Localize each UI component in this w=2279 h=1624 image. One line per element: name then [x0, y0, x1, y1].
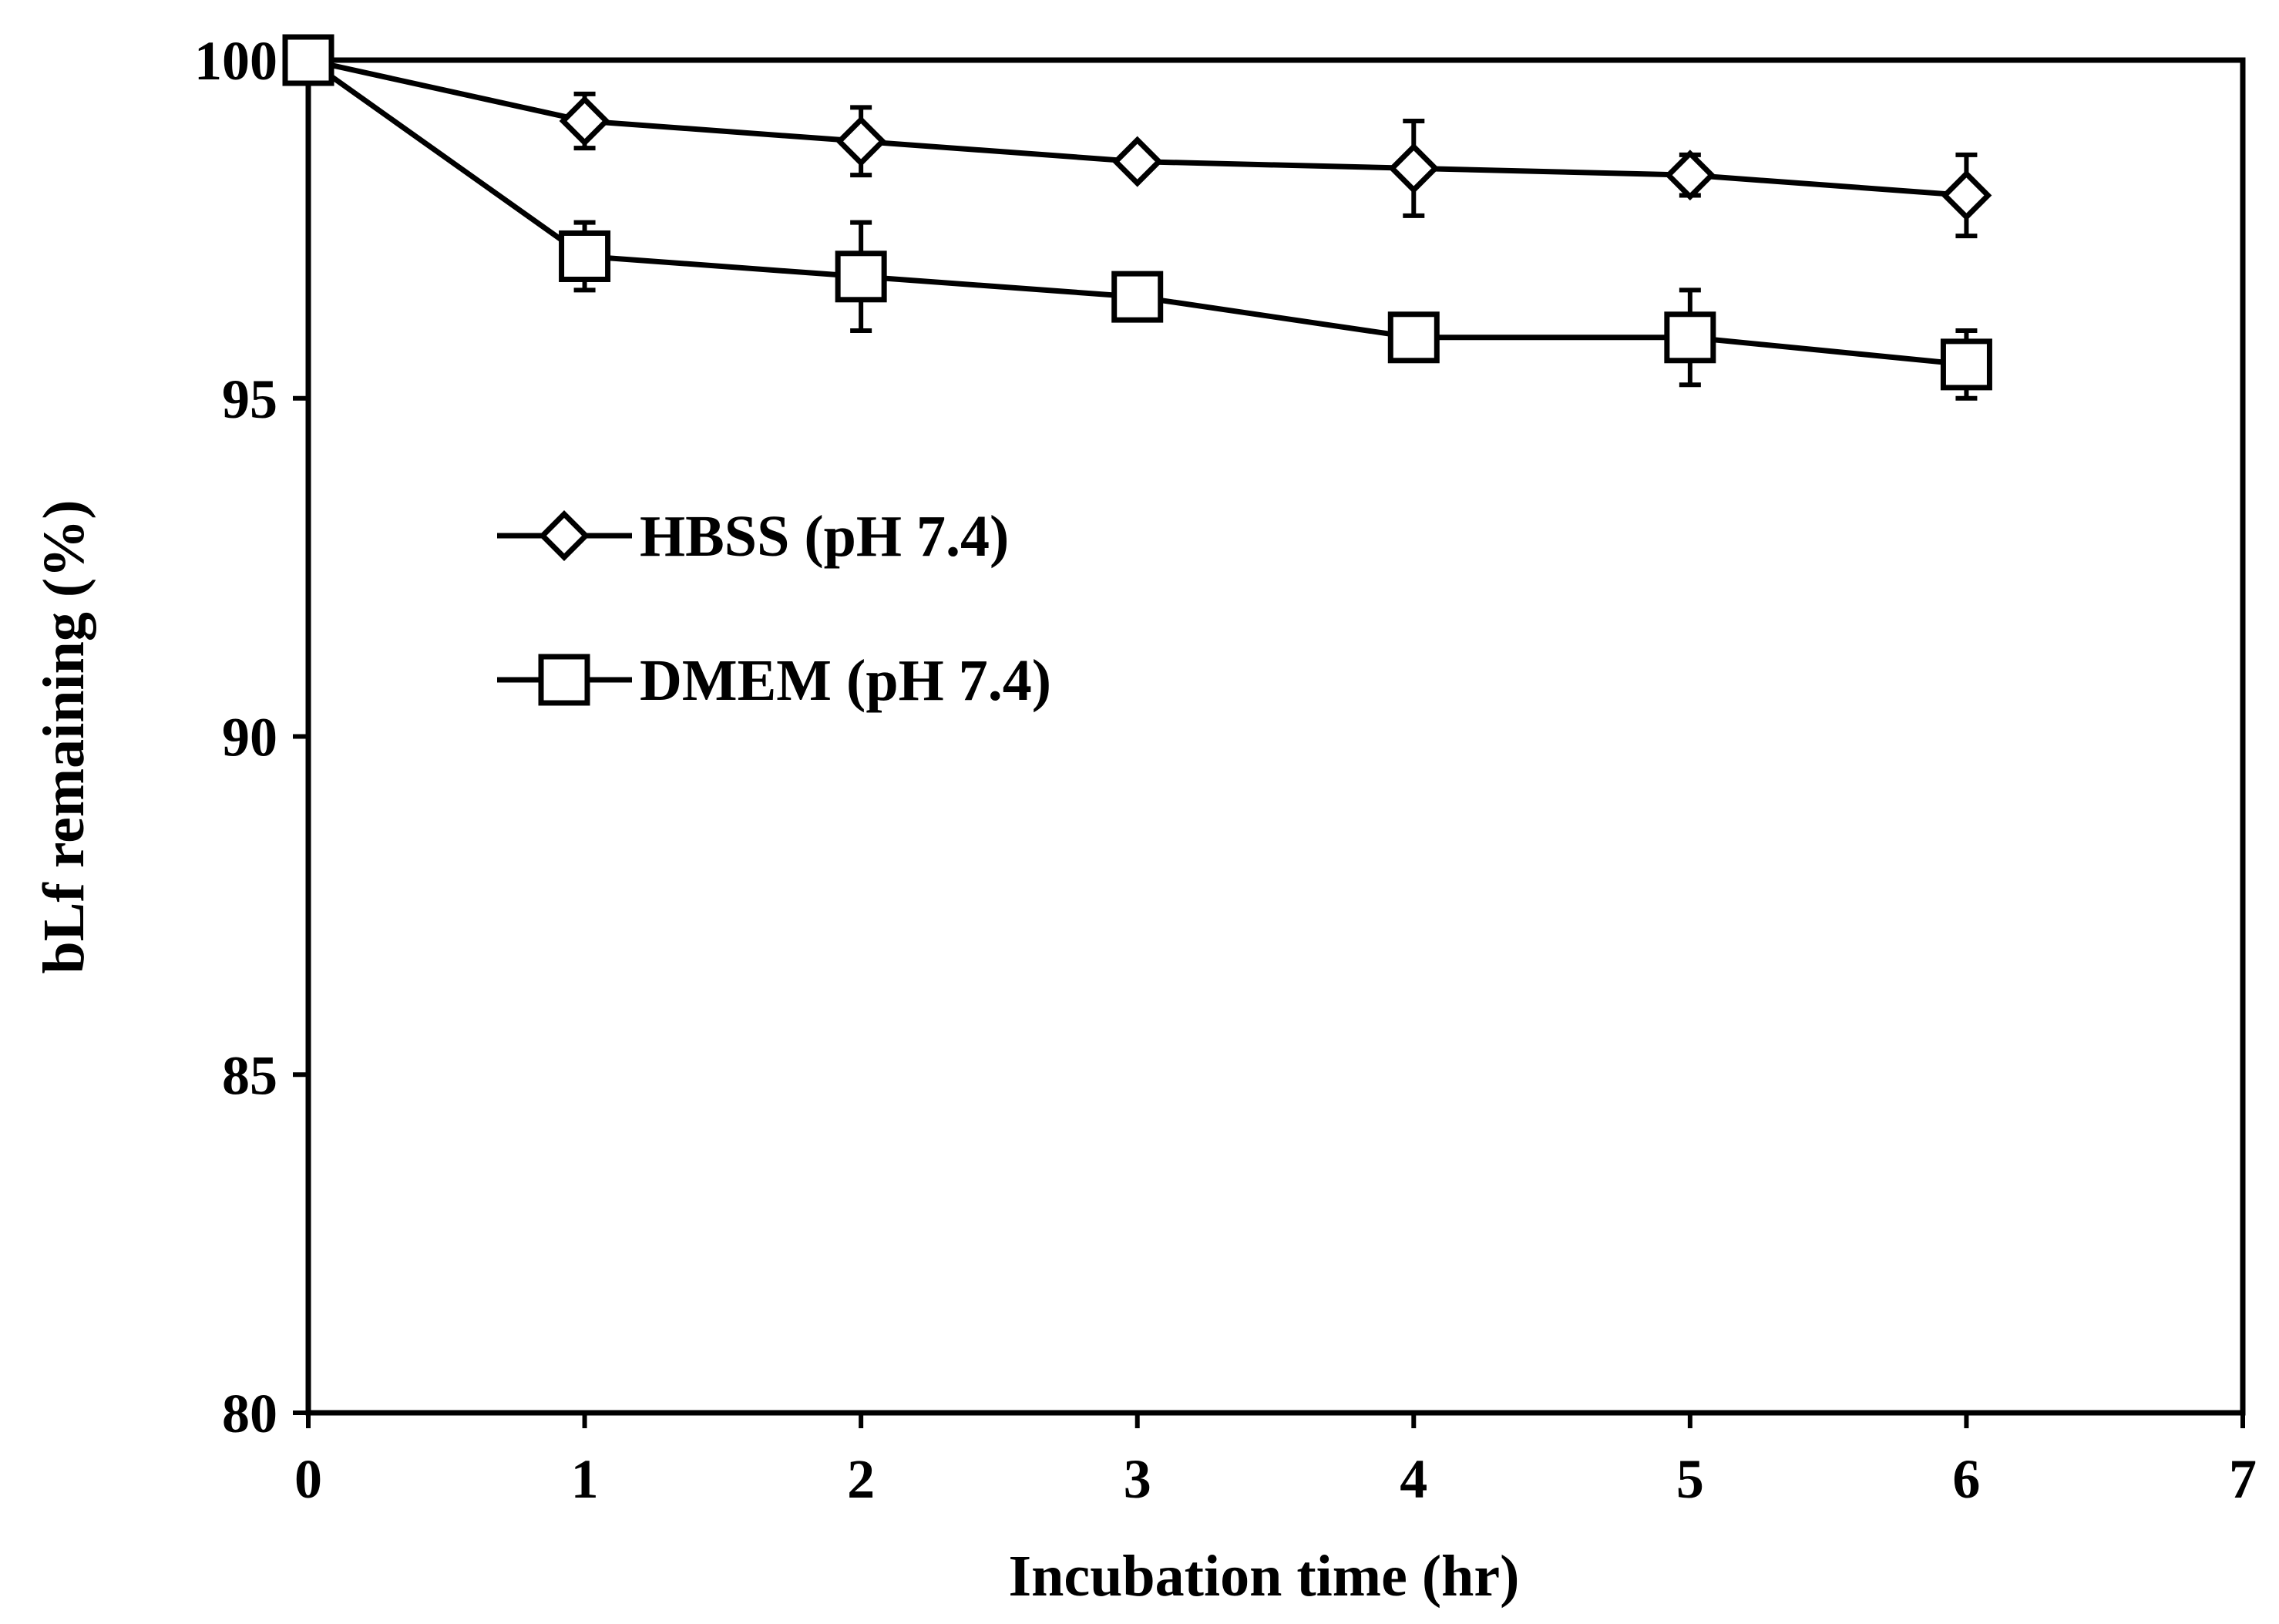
data-point [559, 230, 611, 282]
y-axis-ticks: 80 85 90 95 100 [194, 30, 308, 1444]
y-tick-label: 95 [222, 368, 277, 430]
data-point [1388, 143, 1440, 194]
data-point [1941, 170, 1992, 221]
data-point [1387, 311, 1440, 364]
legend: HBSS (pH 7.4) DMEM (pH 7.4) [497, 504, 1051, 713]
data-point [1111, 271, 1164, 323]
y-tick-label: 85 [222, 1044, 277, 1106]
legend-label: HBSS (pH 7.4) [640, 504, 1009, 569]
legend-item-1: HBSS (pH 7.4) [497, 504, 1009, 569]
x-tick-label: 5 [1676, 1448, 1704, 1510]
data-point [282, 34, 334, 86]
data-point [835, 116, 887, 167]
plot-area [305, 57, 2246, 1416]
y-axis-title: bLf remaining (%) [32, 499, 96, 973]
x-tick-label: 3 [1124, 1448, 1151, 1510]
series-layer [282, 34, 1992, 401]
y-tick-label: 100 [194, 30, 277, 92]
x-tick-label: 0 [294, 1448, 322, 1510]
x-tick-label: 6 [1952, 1448, 1980, 1510]
x-tick-label: 4 [1400, 1448, 1427, 1510]
legend-item-2: DMEM (pH 7.4) [497, 648, 1051, 713]
y-tick-label: 90 [222, 707, 277, 768]
x-tick-label: 1 [571, 1448, 599, 1510]
data-point [1664, 150, 1716, 201]
legend-marker [538, 654, 590, 706]
legend-marker [539, 510, 590, 561]
data-point [835, 250, 887, 303]
x-tick-label: 7 [2229, 1448, 2257, 1510]
x-tick-label: 2 [847, 1448, 875, 1510]
x-axis-ticks: 0 1 2 3 4 5 6 7 [294, 1413, 2257, 1510]
data-point [1111, 136, 1163, 187]
legend-label: DMEM (pH 7.4) [640, 648, 1051, 713]
data-point [559, 96, 610, 146]
data-point [1664, 311, 1716, 364]
x-axis-title: Incubation time (hr) [1009, 1544, 1520, 1609]
series-2 [282, 34, 1992, 401]
y-tick-label: 80 [222, 1383, 277, 1444]
data-point [1940, 338, 1992, 391]
